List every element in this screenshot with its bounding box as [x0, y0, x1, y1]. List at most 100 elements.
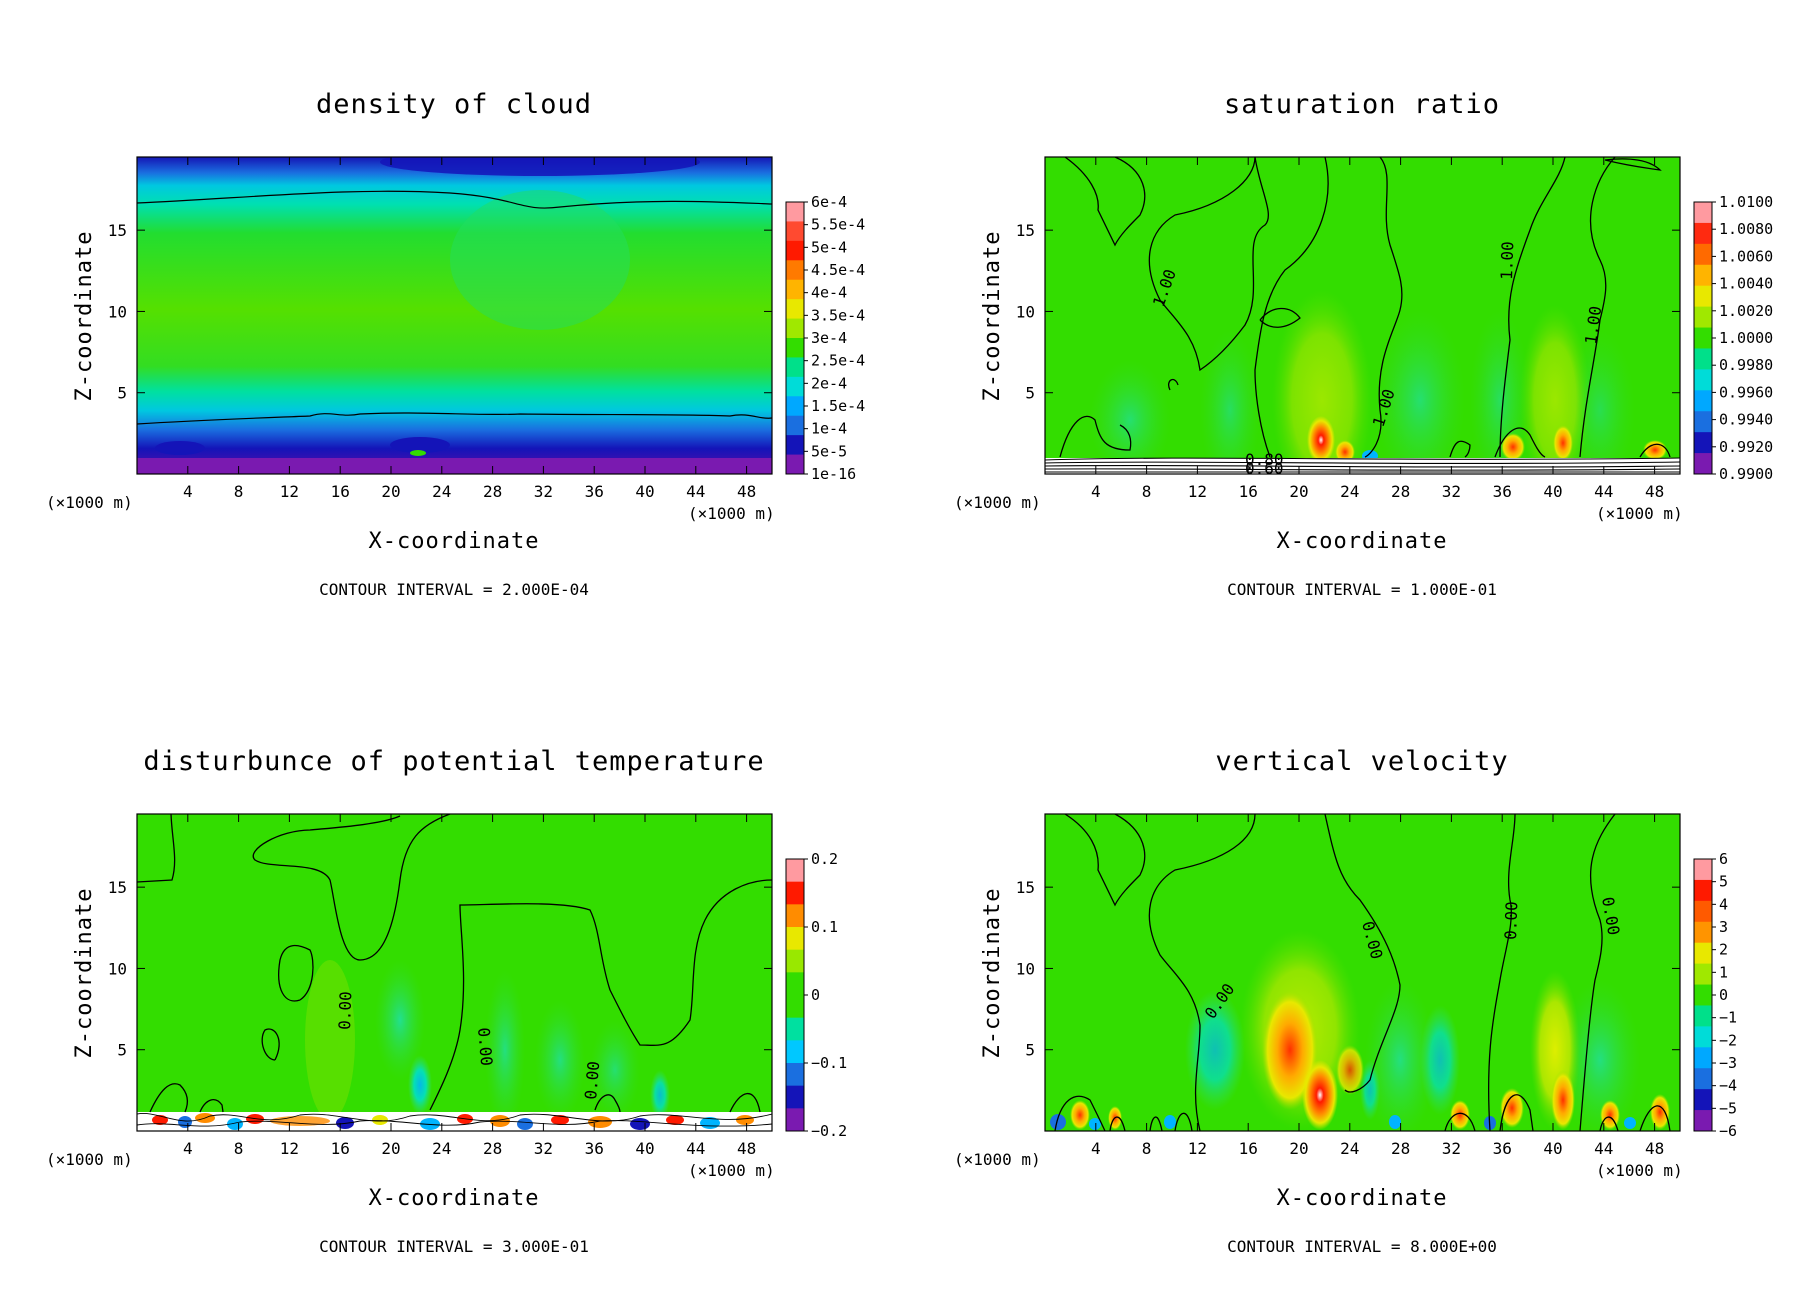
x-axis-label: X-coordinate — [369, 1186, 540, 1211]
contour-label: 0.00 — [581, 1060, 603, 1100]
colorbar-swatch — [786, 1108, 804, 1132]
colorbar-swatch — [1694, 1026, 1712, 1048]
colorbar-label: 5e-4 — [811, 238, 847, 256]
colorbar-label: 0.2 — [811, 850, 838, 868]
colorbar-swatch — [1694, 942, 1712, 965]
contour-label: 1.00 — [1497, 241, 1517, 280]
colorbar-label: 0.9980 — [1719, 356, 1773, 374]
colorbar-swatch — [1694, 921, 1712, 944]
y-tick-label: 5 — [1025, 1041, 1035, 1060]
x-tick-label: 20 — [381, 482, 400, 501]
x-tick-label: 32 — [1442, 482, 1461, 501]
colorbar-swatch — [1694, 1110, 1712, 1132]
colorbar-swatch — [786, 1063, 804, 1087]
colorbar-swatch — [1694, 348, 1712, 370]
contour-label: 0.00 — [335, 991, 355, 1030]
colorbar-label: 0.9900 — [1719, 465, 1773, 483]
panel-title: saturation ratio — [1224, 89, 1500, 120]
x-unit-left: (×1000 m) — [954, 493, 1041, 512]
colorbar-label: 1.0040 — [1719, 275, 1773, 293]
colorbar-label: 2e-4 — [811, 374, 847, 392]
panel-density-of-cloud: density of cloud 4 8 12 16 20 24 28 32 36 40 44 48 … — [46, 89, 865, 599]
x-unit-left: (×1000 m) — [954, 1150, 1041, 1169]
colorbar-swatch — [1694, 411, 1712, 433]
x-tick-label: 28 — [1391, 1139, 1410, 1158]
colorbar-swatch — [786, 240, 804, 261]
colorbar-swatch — [786, 904, 804, 928]
colorbar-swatch — [786, 881, 804, 905]
x-tick-label: 32 — [534, 1139, 553, 1158]
colorbar-swatch — [786, 221, 804, 242]
x-tick-label: 48 — [1645, 482, 1664, 501]
colorbar-swatch — [786, 415, 804, 436]
colorbar-label: −6 — [1719, 1122, 1737, 1140]
colorbar-swatch — [786, 279, 804, 300]
colorbar-swatch — [1694, 1089, 1712, 1111]
panel-title: density of cloud — [316, 89, 592, 120]
colorbar-label: 1.0020 — [1719, 302, 1773, 320]
y-tick-label: 5 — [117, 1041, 127, 1060]
x-unit-left: (×1000 m) — [46, 493, 133, 512]
colorbar-label: 0.9960 — [1719, 383, 1773, 401]
colorbar-swatch — [1694, 1068, 1712, 1090]
colorbar-swatch — [786, 299, 804, 320]
y-axis-label: Z-coordinate — [72, 231, 97, 402]
x-tick-label: 32 — [534, 482, 553, 501]
x-tick-label: 8 — [234, 482, 244, 501]
colorbar-label: −0.2 — [811, 1122, 847, 1140]
x-tick-label: 44 — [1594, 482, 1613, 501]
colorbar-swatch — [1694, 222, 1712, 245]
y-tick-label: 15 — [1016, 221, 1035, 240]
contour-interval: CONTOUR INTERVAL = 2.000E-04 — [319, 580, 589, 599]
colorbar-swatch — [786, 357, 804, 378]
x-tick-label: 8 — [1142, 482, 1152, 501]
colorbar-swatch — [1694, 390, 1712, 412]
y-tick-label: 5 — [1025, 384, 1035, 403]
x-tick-label: 24 — [432, 482, 451, 501]
colorbar-label: 1.0060 — [1719, 247, 1773, 265]
x-tick-label: 12 — [1188, 482, 1207, 501]
heatmap-field — [1045, 157, 1680, 474]
y-tick-label: 15 — [108, 221, 127, 240]
x-tick-label: 28 — [483, 482, 502, 501]
x-axis-label: X-coordinate — [1277, 1186, 1448, 1211]
colorbar-swatch — [786, 318, 804, 339]
y-axis-label: Z-coordinate — [72, 888, 97, 1059]
x-unit-right: (×1000 m) — [688, 504, 775, 523]
colorbar-label: 4 — [1719, 895, 1728, 913]
contour-label: 0.60 — [1245, 459, 1284, 478]
x-tick-label: 36 — [1493, 482, 1512, 501]
x-unit-right: (×1000 m) — [688, 1161, 775, 1180]
contour-interval: CONTOUR INTERVAL = 8.000E+00 — [1227, 1237, 1497, 1256]
colorbar-label: −2 — [1719, 1031, 1737, 1049]
x-tick-label: 48 — [737, 482, 756, 501]
x-unit-right: (×1000 m) — [1596, 504, 1683, 523]
colorbar-swatch — [786, 1085, 804, 1109]
colorbar-label: 0.9940 — [1719, 411, 1773, 429]
y-tick-label: 15 — [108, 878, 127, 897]
contour-interval: CONTOUR INTERVAL = 1.000E-01 — [1227, 580, 1497, 599]
colorbar-label: −4 — [1719, 1077, 1737, 1095]
x-tick-label: 20 — [381, 1139, 400, 1158]
colorbar-label: 2 — [1719, 941, 1728, 959]
colorbar-label: 2.5e-4 — [811, 352, 865, 370]
x-tick-label: 48 — [1645, 1139, 1664, 1158]
colorbar-label: 1e-4 — [811, 420, 847, 438]
colorbar-label: 4e-4 — [811, 284, 847, 302]
y-tick-label: 10 — [108, 959, 127, 978]
x-tick-label: 36 — [585, 482, 604, 501]
x-unit-right: (×1000 m) — [1596, 1161, 1683, 1180]
colorbar-swatch — [1694, 1047, 1712, 1069]
y-axis-label: Z-coordinate — [980, 888, 1005, 1059]
x-tick-label: 36 — [585, 1139, 604, 1158]
panel-title: vertical velocity — [1215, 746, 1508, 777]
colorbar-label: 0.9920 — [1719, 438, 1773, 456]
colorbar-swatch — [786, 927, 804, 951]
colorbar-swatch — [1694, 963, 1712, 986]
x-tick-label: 44 — [686, 482, 705, 501]
y-tick-label: 10 — [1016, 959, 1035, 978]
panel-title: disturbunce of potential temperature — [143, 746, 764, 777]
panel-saturation-ratio: saturation ratio — [954, 89, 1773, 599]
y-tick-label: 10 — [108, 302, 127, 321]
colorbar-swatch — [786, 859, 804, 883]
